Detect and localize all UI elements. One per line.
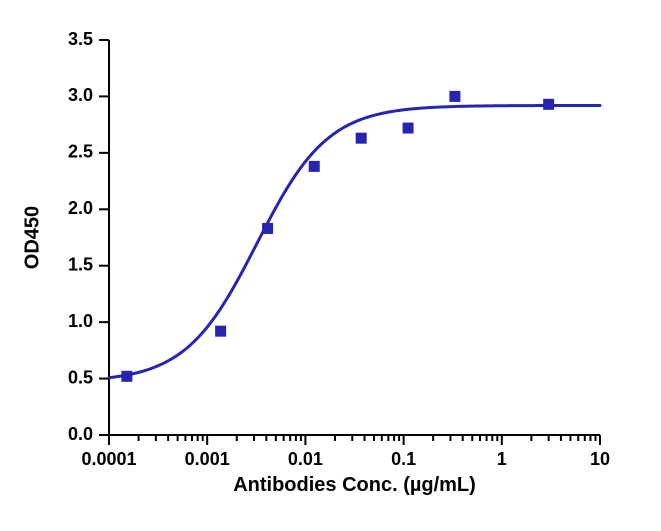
data-point (403, 123, 414, 134)
data-point (215, 326, 226, 337)
y-tick-label: 1.5 (68, 254, 93, 274)
x-tick-label: 0.001 (185, 449, 230, 469)
chart-container: 0.0 0.5 1.0 1.5 2.0 2.5 3.0 3.5 0.0001 0.001 0.01 0… (0, 0, 661, 531)
data-point (262, 223, 273, 234)
x-tick-label: 1 (497, 449, 507, 469)
data-point (121, 371, 132, 382)
x-tick-label: 0.0001 (81, 449, 136, 469)
y-tick-label: 0.5 (68, 367, 93, 387)
x-tick-label: 0.01 (288, 449, 323, 469)
data-point (309, 161, 320, 172)
y-tick-label: 0.0 (68, 424, 93, 444)
data-point (543, 99, 554, 110)
x-axis-label: Antibodies Conc. (µg/mL) (233, 474, 476, 496)
y-tick-label: 2.0 (68, 198, 93, 218)
data-point (449, 91, 460, 102)
y-tick-label: 3.0 (68, 85, 93, 105)
y-tick-label: 2.5 (68, 142, 93, 162)
data-point (356, 133, 367, 144)
dose-response-chart: 0.0 0.5 1.0 1.5 2.0 2.5 3.0 3.5 0.0001 0.001 0.01 0… (0, 0, 661, 531)
y-tick-label: 1.0 (68, 311, 93, 331)
x-tick-label: 10 (590, 449, 610, 469)
y-axis-label: OD450 (21, 206, 43, 269)
x-tick-label: 0.1 (391, 449, 416, 469)
y-tick-label: 3.5 (68, 29, 93, 49)
